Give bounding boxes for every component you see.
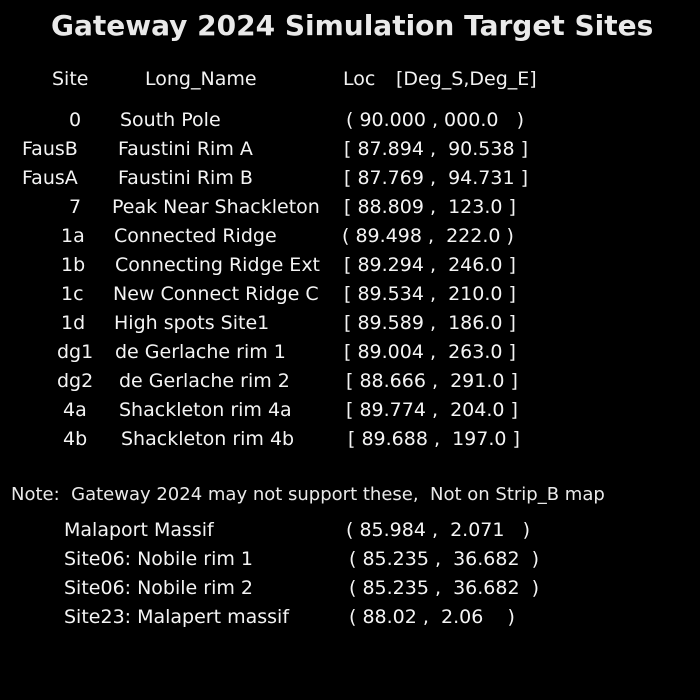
site-loc: [ 89.004 , 263.0 ] bbox=[344, 341, 516, 363]
site-loc: [ 89.774 , 204.0 ] bbox=[346, 399, 518, 421]
site-id: 4b bbox=[63, 428, 88, 450]
table-row: FausA Faustini Rim B [ 87.769 , 94.731 ] bbox=[0, 167, 700, 196]
site-long-name: de Gerlache rim 2 bbox=[119, 370, 290, 392]
table-row: 7 Peak Near Shackleton [ 88.809 , 123.0 … bbox=[0, 196, 700, 225]
site-loc: [ 89.589 , 186.0 ] bbox=[344, 312, 516, 334]
site-loc: ( 90.000 , 000.0 ) bbox=[346, 109, 524, 131]
site-long-name: Faustini Rim A bbox=[118, 138, 253, 160]
site-loc: [ 87.894 , 90.538 ] bbox=[344, 138, 529, 160]
site-long-name: South Pole bbox=[120, 109, 221, 131]
page-title: Gateway 2024 Simulation Target Sites bbox=[51, 9, 654, 42]
site-id: 1a bbox=[61, 225, 85, 247]
extra-site-loc: ( 85.235 , 36.682 ) bbox=[349, 577, 540, 599]
site-long-name: Connected Ridge bbox=[114, 225, 277, 247]
site-loc: ( 89.498 , 222.0 ) bbox=[342, 225, 514, 247]
site-long-name: Faustini Rim B bbox=[118, 167, 253, 189]
site-long-name: Peak Near Shackleton bbox=[112, 196, 320, 218]
site-id: 1b bbox=[61, 254, 86, 276]
site-id: FausA bbox=[22, 167, 78, 189]
extra-site-loc: ( 88.02 , 2.06 ) bbox=[349, 606, 515, 628]
table-row: 1b Connecting Ridge Ext [ 89.294 , 246.0… bbox=[0, 254, 700, 283]
extra-site-name: Site23: Malapert massif bbox=[64, 606, 290, 628]
site-id: 0 bbox=[69, 109, 82, 131]
site-id: dg1 bbox=[57, 341, 94, 363]
list-item: Malaport Massif ( 85.984 , 2.071 ) bbox=[0, 519, 700, 548]
table-row: 0 South Pole ( 90.000 , 000.0 ) bbox=[0, 109, 700, 138]
extra-site-name: Site06: Nobile rim 1 bbox=[64, 548, 254, 570]
note-text: Note: Gateway 2024 may not support these… bbox=[11, 484, 605, 505]
site-long-name: New Connect Ridge C bbox=[113, 283, 319, 305]
table-row: 4b Shackleton rim 4b [ 89.688 , 197.0 ] bbox=[0, 428, 700, 457]
list-item: Site06: Nobile rim 1 ( 85.235 , 36.682 ) bbox=[0, 548, 700, 577]
site-id: 1c bbox=[61, 283, 84, 305]
list-item: Site23: Malapert massif ( 88.02 , 2.06 ) bbox=[0, 606, 700, 635]
site-loc: [ 89.534 , 210.0 ] bbox=[344, 283, 516, 305]
site-loc: [ 89.688 , 197.0 ] bbox=[348, 428, 520, 450]
site-loc: [ 88.809 , 123.0 ] bbox=[344, 196, 516, 218]
list-item: Site06: Nobile rim 2 ( 85.235 , 36.682 ) bbox=[0, 577, 700, 606]
extra-site-name: Malaport Massif bbox=[64, 519, 214, 541]
header-long-name: Long_Name bbox=[145, 68, 257, 90]
header-loc: Loc bbox=[343, 68, 376, 90]
table-row: 4a Shackleton rim 4a [ 89.774 , 204.0 ] bbox=[0, 399, 700, 428]
table-row: 1c New Connect Ridge C [ 89.534 , 210.0 … bbox=[0, 283, 700, 312]
site-id: FausB bbox=[22, 138, 78, 160]
site-long-name: de Gerlache rim 1 bbox=[115, 341, 286, 363]
table-row: FausB Faustini Rim A [ 87.894 , 90.538 ] bbox=[0, 138, 700, 167]
extra-site-loc: ( 85.235 , 36.682 ) bbox=[349, 548, 540, 570]
site-loc: [ 87.769 , 94.731 ] bbox=[344, 167, 529, 189]
extra-site-name: Site06: Nobile rim 2 bbox=[64, 577, 254, 599]
table-row: 1d High spots Site1 [ 89.589 , 186.0 ] bbox=[0, 312, 700, 341]
table-row: dg2 de Gerlache rim 2 [ 88.666 , 291.0 ] bbox=[0, 370, 700, 399]
header-site: Site bbox=[52, 68, 89, 90]
site-id: 4a bbox=[63, 399, 87, 421]
site-id: 7 bbox=[69, 196, 82, 218]
site-loc: [ 89.294 , 246.0 ] bbox=[344, 254, 516, 276]
extra-site-loc: ( 85.984 , 2.071 ) bbox=[346, 519, 531, 541]
site-id: dg2 bbox=[57, 370, 94, 392]
header-units: [Deg_S,Deg_E] bbox=[396, 68, 537, 90]
site-loc: [ 88.666 , 291.0 ] bbox=[346, 370, 518, 392]
site-long-name: Shackleton rim 4b bbox=[121, 428, 295, 450]
site-id: 1d bbox=[61, 312, 86, 334]
table-row: 1a Connected Ridge ( 89.498 , 222.0 ) bbox=[0, 225, 700, 254]
table-row: dg1 de Gerlache rim 1 [ 89.004 , 263.0 ] bbox=[0, 341, 700, 370]
site-long-name: High spots Site1 bbox=[114, 312, 270, 334]
site-long-name: Connecting Ridge Ext bbox=[115, 254, 321, 276]
site-long-name: Shackleton rim 4a bbox=[119, 399, 292, 421]
